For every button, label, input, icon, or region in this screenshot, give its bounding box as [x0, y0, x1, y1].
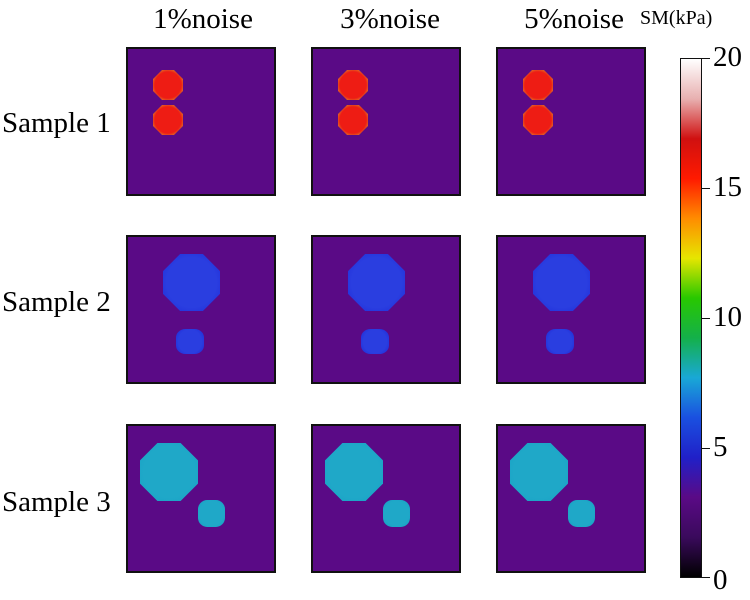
small-inclusion — [198, 500, 225, 527]
colorbar-tick — [702, 188, 710, 189]
large-inclusion — [325, 443, 383, 501]
panel-sample-1-noise-5 — [496, 47, 646, 196]
colorbar-tick-label-5: 5 — [713, 431, 728, 463]
colorbar-tick-label-20: 20 — [713, 41, 742, 73]
small-inclusion-top — [523, 70, 553, 100]
large-inclusion — [348, 254, 405, 311]
colorbar-tick — [702, 577, 710, 578]
small-inclusion-bottom — [523, 105, 553, 135]
large-inclusion — [510, 443, 568, 501]
small-inclusion — [568, 500, 595, 527]
small-inclusion-bottom — [153, 105, 183, 135]
small-inclusion — [361, 329, 389, 354]
colorbar-tick-label-15: 15 — [713, 171, 742, 203]
colorbar-tick — [702, 448, 710, 449]
panel-sample-2-noise-5 — [496, 235, 646, 384]
large-inclusion — [140, 443, 198, 501]
small-inclusion-bottom — [338, 105, 368, 135]
small-inclusion — [546, 329, 574, 354]
panel-sample-2-noise-1 — [126, 235, 276, 384]
colorbar-tick-label-0: 0 — [713, 564, 728, 596]
panel-sample-3-noise-1 — [126, 424, 276, 573]
panel-sample-3-noise-5 — [496, 424, 646, 573]
small-inclusion — [383, 500, 410, 527]
panel-sample-2-noise-3 — [311, 235, 461, 384]
colorbar-gradient — [680, 58, 702, 578]
column-label-5pct-noise: 5%noise — [524, 3, 624, 35]
colorbar-tick-label-10: 10 — [713, 301, 742, 333]
panel-sample-3-noise-3 — [311, 424, 461, 573]
colorbar-tick — [702, 318, 710, 319]
large-inclusion — [533, 254, 590, 311]
small-inclusion — [176, 329, 204, 354]
row-label-sample-1: Sample 1 — [2, 107, 111, 139]
panel-sample-1-noise-3 — [311, 47, 461, 196]
colorbar-title: SM(kPa) — [640, 7, 713, 29]
row-label-sample-2: Sample 2 — [2, 286, 111, 318]
small-inclusion-top — [153, 70, 183, 100]
panel-sample-1-noise-1 — [126, 47, 276, 196]
large-inclusion — [163, 254, 220, 311]
colorbar-tick — [702, 58, 710, 59]
row-label-sample-3: Sample 3 — [2, 486, 111, 518]
column-label-1pct-noise: 1%noise — [153, 3, 253, 35]
small-inclusion-top — [338, 70, 368, 100]
column-label-3pct-noise: 3%noise — [340, 3, 440, 35]
